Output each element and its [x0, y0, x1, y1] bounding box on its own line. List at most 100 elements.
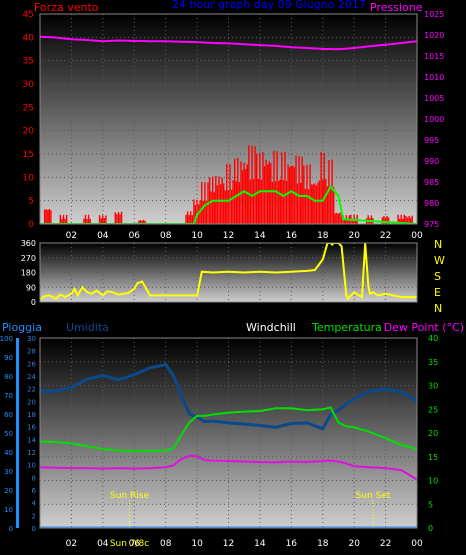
- wind-bar: [285, 180, 288, 224]
- sunrise-time-label: Sun 7/8c: [110, 539, 149, 549]
- humidity-tick-label: 20: [27, 398, 36, 406]
- x-tick-label: 12: [223, 231, 234, 241]
- wind-bar: [204, 182, 206, 224]
- right-tick-label: 1015: [424, 52, 444, 61]
- wind-bar: [307, 189, 310, 224]
- wind-bar: [295, 155, 297, 224]
- wind-bar: [312, 184, 314, 224]
- wind-bar: [290, 165, 292, 224]
- x-tick-label: 06: [129, 231, 141, 241]
- wind-bar: [100, 218, 102, 224]
- wind-bar: [325, 178, 327, 224]
- right-tick-label: 985: [424, 178, 439, 187]
- x-tick-label: 08: [160, 539, 172, 549]
- wind-bar: [289, 167, 291, 224]
- humidity-tick-label: 2: [32, 512, 36, 520]
- windchill-label: Windchill: [246, 321, 296, 334]
- panel1-x-axis: 02 04 06 08 10 12 14 16 18 20 22 00: [66, 231, 423, 241]
- humidity-tick-label: 14: [27, 436, 36, 444]
- temperature-tick-label: 40: [428, 334, 438, 343]
- compass-label: S: [434, 270, 441, 283]
- wind-bar: [405, 216, 407, 224]
- rain-tick-label: 0: [9, 525, 13, 533]
- wind-bar: [336, 212, 338, 224]
- wind-bar: [50, 210, 52, 224]
- wind-bar: [84, 214, 87, 224]
- gust-line: [40, 184, 417, 224]
- wind-bar: [102, 215, 104, 224]
- temperature-tick-label: 10: [428, 477, 438, 486]
- wind-bar: [141, 220, 143, 224]
- x-tick-label: 04: [97, 231, 109, 241]
- left-tick-label: 0: [28, 220, 34, 230]
- wind-bar: [329, 186, 332, 224]
- x-tick-label: 00: [411, 539, 423, 549]
- wind-bar: [276, 151, 278, 224]
- panel1-marks: [40, 35, 417, 224]
- humidity-label: Umidita: [66, 321, 109, 334]
- panel3-grid: [40, 338, 418, 528]
- wind-bar: [403, 214, 405, 224]
- direction-tick-label: 90: [26, 283, 36, 292]
- compass-label: N: [434, 302, 442, 315]
- rain-tick-label: 100: [0, 335, 13, 343]
- x-tick-label: 18: [317, 231, 329, 241]
- humidity-tick-label: 22: [27, 386, 36, 394]
- x-tick-label: 06: [129, 539, 141, 549]
- wind-bar: [43, 209, 46, 224]
- panel-temperature-humidity: Pioggia Umidita Windchill Temperatura De…: [0, 321, 464, 549]
- wind-bar: [309, 164, 311, 224]
- wind-bar: [293, 167, 296, 224]
- wind-bar: [65, 214, 68, 224]
- wind-bar: [254, 146, 256, 224]
- panel2-left-axis: 360 270 180 90 0: [21, 239, 36, 307]
- panel2-frame: [39, 242, 418, 303]
- wind-bar: [243, 162, 245, 224]
- humidity-tick-label: 18: [27, 411, 36, 419]
- compass-label: N: [434, 238, 442, 251]
- wind-bar: [256, 153, 258, 224]
- wind-bar: [249, 179, 252, 224]
- temperature-tick-label: 20: [428, 429, 438, 438]
- wind-bar: [296, 183, 299, 224]
- temperature-tick-label: 15: [428, 453, 438, 462]
- x-tick-label: 22: [380, 539, 391, 549]
- wind-bar: [190, 211, 192, 224]
- panel1-grid: [40, 14, 418, 224]
- wind-bar: [59, 214, 61, 224]
- temperature-tick-label: 30: [428, 382, 438, 391]
- x-tick-label: 18: [317, 539, 329, 549]
- rain-label: Pioggia: [2, 321, 42, 334]
- wind-bar: [323, 152, 325, 224]
- x-tick-label: 20: [348, 539, 360, 549]
- wind-bar: [279, 179, 281, 224]
- left-tick-label: 40: [23, 33, 35, 43]
- temperature-line: [40, 406, 417, 453]
- wind-bar: [333, 187, 335, 224]
- wind-bar: [227, 190, 230, 224]
- panel-wind-direction: 360 270 180 90 0 N W S E N: [21, 238, 445, 315]
- wind-bar: [383, 216, 385, 224]
- wind-bar: [114, 212, 116, 224]
- wind-bar: [381, 217, 384, 224]
- humidity-tick-label: 16: [27, 424, 36, 432]
- wind-bar: [408, 215, 410, 224]
- rain-tick-label: 90: [4, 354, 13, 362]
- wind-bar: [191, 215, 193, 224]
- wind-bar: [320, 152, 322, 224]
- wind-bar: [400, 214, 402, 224]
- wind-bar: [317, 182, 319, 224]
- wind-bar: [306, 164, 308, 224]
- wind-bar: [193, 199, 195, 224]
- rain-tick-label: 40: [4, 449, 13, 457]
- humidity-tick-label: 26: [27, 360, 36, 368]
- wind-bar: [201, 182, 203, 224]
- panel1-frame: [39, 13, 418, 225]
- x-tick-label: 12: [223, 539, 234, 549]
- direction-tick-label: 0: [31, 298, 36, 307]
- wind-bar: [282, 180, 285, 224]
- temperature-label: Temperatura: [311, 321, 382, 334]
- panel3-temperature-axis: 40 35 30 25 20 15 10 5 0: [428, 334, 438, 533]
- wind-bar: [259, 152, 261, 224]
- humidity-tick-label: 24: [27, 373, 36, 381]
